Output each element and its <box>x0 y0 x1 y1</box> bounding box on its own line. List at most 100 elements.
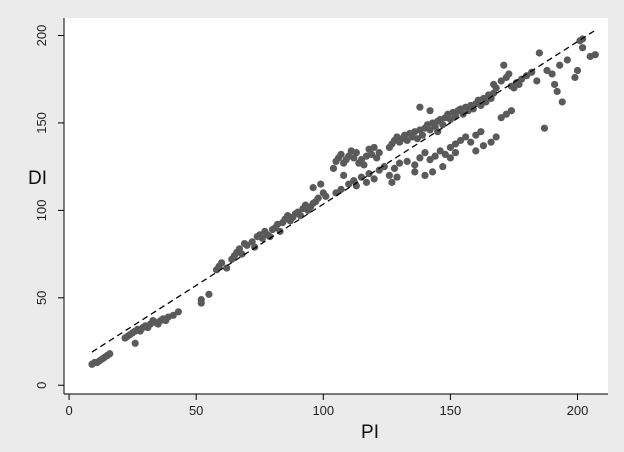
data-point <box>431 152 439 160</box>
data-point <box>540 124 549 132</box>
data-point <box>322 192 330 200</box>
data-point <box>413 135 421 143</box>
data-point <box>258 234 266 242</box>
data-point <box>365 170 373 178</box>
data-point <box>218 259 226 267</box>
data-point <box>426 107 434 115</box>
data-point <box>309 184 317 192</box>
data-point <box>370 175 378 183</box>
data-point <box>556 61 564 69</box>
data-point <box>395 159 404 167</box>
data-point <box>533 77 541 85</box>
data-point <box>446 154 454 162</box>
data-point <box>507 107 516 115</box>
data-point <box>238 250 246 258</box>
data-point <box>436 147 444 155</box>
data-point <box>340 171 348 179</box>
data-point <box>317 180 325 188</box>
data-point <box>421 149 429 157</box>
data-point <box>375 166 383 174</box>
data-point <box>451 140 460 148</box>
data-point <box>390 164 399 172</box>
data-point <box>416 103 424 111</box>
data-point <box>243 241 251 249</box>
data-point <box>578 44 587 52</box>
data-point <box>421 171 429 179</box>
data-point <box>426 126 434 134</box>
data-point <box>439 121 447 129</box>
data-point <box>517 75 526 83</box>
x-axis-title: PI <box>361 422 379 443</box>
data-point <box>362 178 371 186</box>
data-point <box>375 149 383 157</box>
data-point <box>553 87 561 96</box>
data-point <box>487 138 495 146</box>
data-point <box>456 136 465 145</box>
data-point <box>492 84 500 92</box>
data-point <box>497 114 505 122</box>
data-point <box>345 180 353 188</box>
y-tick-label: 150 <box>34 112 49 134</box>
data-point <box>472 131 480 139</box>
data-point <box>543 66 551 75</box>
x-tick-label: 200 <box>567 403 589 418</box>
data-point <box>426 156 434 164</box>
data-point <box>446 115 454 124</box>
data-point <box>360 161 368 169</box>
data-point <box>477 101 485 110</box>
data-point <box>502 110 510 118</box>
data-point <box>591 51 599 59</box>
data-point <box>411 161 419 169</box>
data-point <box>131 339 139 347</box>
data-point <box>296 212 305 220</box>
data-point <box>174 308 182 316</box>
data-point <box>352 149 360 157</box>
data-point <box>558 98 566 106</box>
data-point <box>482 98 490 106</box>
data-point <box>337 150 345 159</box>
data-point <box>505 70 513 78</box>
y-tick-label: 200 <box>34 25 49 47</box>
data-point <box>223 264 231 272</box>
data-point <box>314 194 322 202</box>
data-point <box>411 168 419 176</box>
data-point <box>388 178 396 186</box>
x-tick-label: 0 <box>65 403 72 418</box>
data-point <box>479 142 488 150</box>
x-tick-label: 150 <box>440 403 462 418</box>
data-point <box>367 150 376 159</box>
x-ticks: 0 50 100 150 200 <box>65 394 588 418</box>
y-tick-label: 100 <box>34 200 49 222</box>
data-point <box>357 173 366 181</box>
y-ticks: 0 50 100 150 200 <box>34 25 64 389</box>
data-point <box>385 171 393 179</box>
data-point <box>462 133 470 141</box>
data-point <box>571 73 579 82</box>
data-point <box>418 131 427 139</box>
y-tick-label: 0 <box>34 382 49 389</box>
data-point <box>497 77 505 85</box>
data-point <box>441 150 449 159</box>
data-point <box>337 185 345 193</box>
data-point <box>403 157 411 166</box>
data-point <box>106 350 114 358</box>
data-point <box>563 56 571 64</box>
data-point <box>573 66 582 75</box>
x-tick-label: 50 <box>189 403 203 418</box>
data-point <box>428 168 437 176</box>
data-point <box>551 80 559 89</box>
data-point <box>500 61 508 69</box>
data-point <box>403 136 411 145</box>
data-point <box>523 72 531 80</box>
data-point <box>492 133 500 141</box>
data-point <box>169 311 177 319</box>
data-point <box>477 128 485 136</box>
data-point <box>416 154 424 162</box>
data-point <box>393 173 401 181</box>
data-point <box>370 143 378 152</box>
data-point <box>329 164 338 172</box>
data-point <box>472 147 480 155</box>
data-point <box>467 138 475 146</box>
data-point <box>197 295 205 304</box>
